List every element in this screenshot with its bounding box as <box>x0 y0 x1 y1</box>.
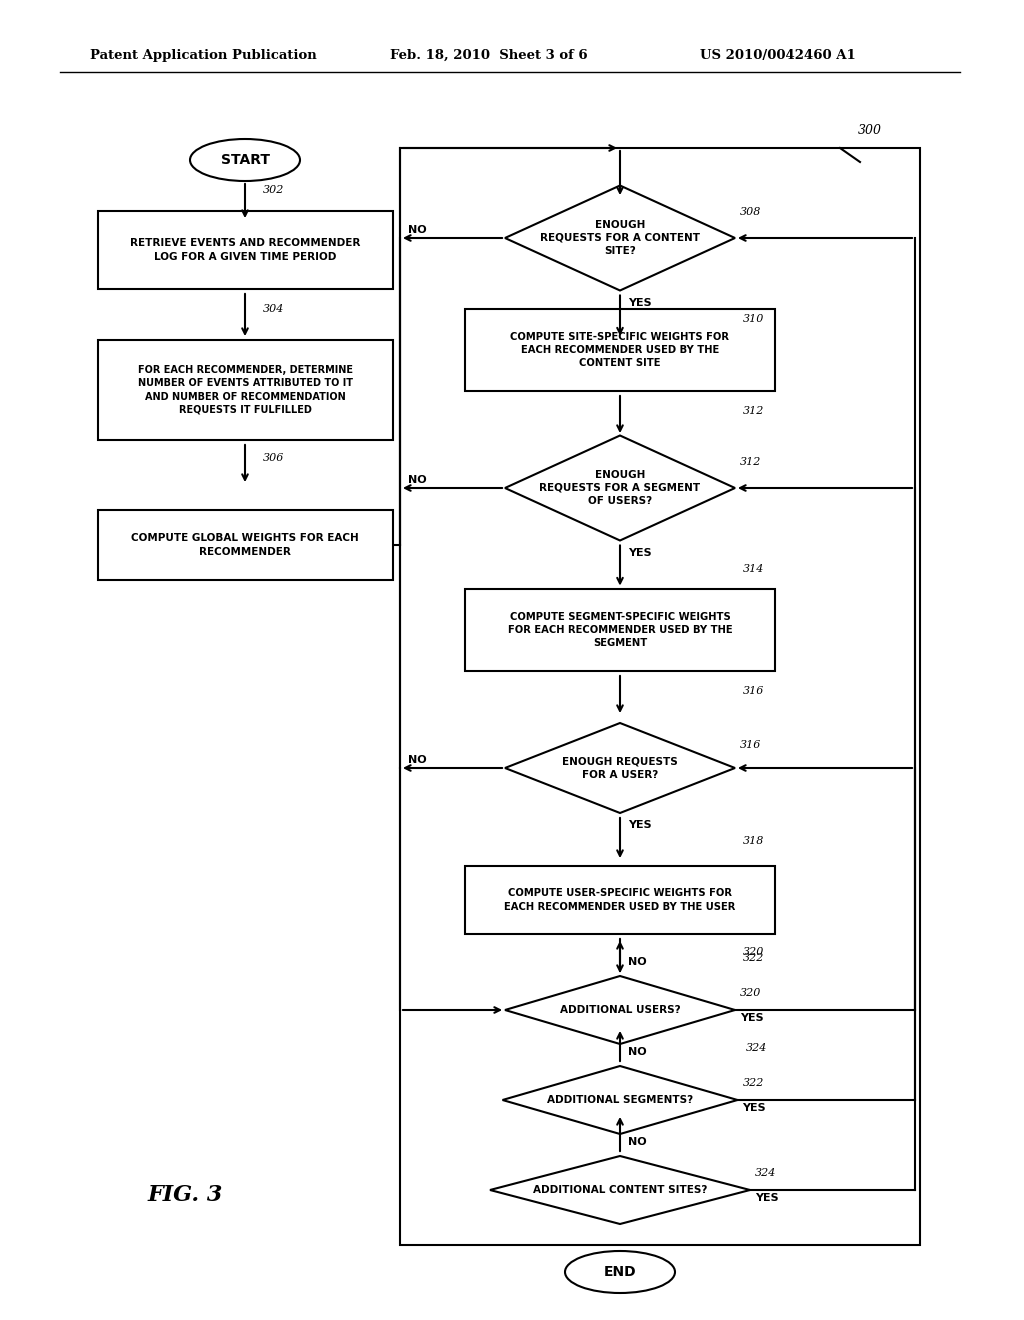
Text: 312: 312 <box>740 457 762 467</box>
Text: YES: YES <box>740 1012 764 1023</box>
Text: COMPUTE SEGMENT-SPECIFIC WEIGHTS
FOR EACH RECOMMENDER USED BY THE
SEGMENT: COMPUTE SEGMENT-SPECIFIC WEIGHTS FOR EAC… <box>508 611 732 648</box>
Text: 320: 320 <box>740 987 762 998</box>
Text: NO: NO <box>628 1137 646 1147</box>
Text: 318: 318 <box>743 836 764 846</box>
Text: ADDITIONAL CONTENT SITES?: ADDITIONAL CONTENT SITES? <box>532 1185 708 1195</box>
Text: START: START <box>220 153 269 168</box>
Text: 316: 316 <box>740 741 762 751</box>
Text: ADDITIONAL SEGMENTS?: ADDITIONAL SEGMENTS? <box>547 1096 693 1105</box>
Text: YES: YES <box>742 1104 766 1113</box>
Text: 320: 320 <box>743 946 764 957</box>
Bar <box>400 148 920 1245</box>
Text: 324: 324 <box>755 1168 776 1177</box>
Text: 308: 308 <box>740 207 762 216</box>
Polygon shape <box>505 186 735 290</box>
Bar <box>465 589 775 671</box>
Text: ADDITIONAL USERS?: ADDITIONAL USERS? <box>560 1005 680 1015</box>
Text: NO: NO <box>628 1047 646 1057</box>
Text: 304: 304 <box>263 304 285 314</box>
Text: 316: 316 <box>743 686 764 696</box>
Text: COMPUTE USER-SPECIFIC WEIGHTS FOR
EACH RECOMMENDER USED BY THE USER: COMPUTE USER-SPECIFIC WEIGHTS FOR EACH R… <box>504 888 735 912</box>
Text: FOR EACH RECOMMENDER, DETERMINE
NUMBER OF EVENTS ATTRIBUTED TO IT
AND NUMBER OF : FOR EACH RECOMMENDER, DETERMINE NUMBER O… <box>137 366 352 414</box>
Ellipse shape <box>190 139 300 181</box>
Bar <box>465 309 775 391</box>
Bar <box>465 866 775 935</box>
Text: YES: YES <box>755 1193 778 1203</box>
Text: RETRIEVE EVENTS AND RECOMMENDER
LOG FOR A GIVEN TIME PERIOD: RETRIEVE EVENTS AND RECOMMENDER LOG FOR … <box>130 239 360 261</box>
Polygon shape <box>490 1156 750 1224</box>
Text: NO: NO <box>408 755 427 766</box>
Text: 314: 314 <box>743 564 764 573</box>
Text: COMPUTE SITE-SPECIFIC WEIGHTS FOR
EACH RECOMMENDER USED BY THE
CONTENT SITE: COMPUTE SITE-SPECIFIC WEIGHTS FOR EACH R… <box>511 331 729 368</box>
Text: NO: NO <box>408 224 427 235</box>
Text: 300: 300 <box>858 124 882 136</box>
Bar <box>97 211 392 289</box>
Text: YES: YES <box>628 297 651 308</box>
Text: FIG. 3: FIG. 3 <box>147 1184 222 1206</box>
Text: Feb. 18, 2010  Sheet 3 of 6: Feb. 18, 2010 Sheet 3 of 6 <box>390 49 588 62</box>
Text: YES: YES <box>628 820 651 830</box>
Polygon shape <box>503 1067 737 1134</box>
Text: Patent Application Publication: Patent Application Publication <box>90 49 316 62</box>
Text: YES: YES <box>628 548 651 557</box>
Bar <box>97 341 392 440</box>
Text: ENOUGH REQUESTS
FOR A USER?: ENOUGH REQUESTS FOR A USER? <box>562 756 678 780</box>
Text: 322: 322 <box>743 953 764 964</box>
Text: 324: 324 <box>745 1043 767 1053</box>
Text: US 2010/0042460 A1: US 2010/0042460 A1 <box>700 49 856 62</box>
Text: 302: 302 <box>263 185 285 195</box>
Text: 322: 322 <box>742 1078 764 1088</box>
Text: 310: 310 <box>743 314 764 323</box>
Text: ENOUGH
REQUESTS FOR A CONTENT
SITE?: ENOUGH REQUESTS FOR A CONTENT SITE? <box>540 220 700 256</box>
Text: 312: 312 <box>743 407 764 416</box>
Text: NO: NO <box>628 957 646 968</box>
Polygon shape <box>505 975 735 1044</box>
Text: END: END <box>604 1265 636 1279</box>
Text: ENOUGH
REQUESTS FOR A SEGMENT
OF USERS?: ENOUGH REQUESTS FOR A SEGMENT OF USERS? <box>540 470 700 506</box>
Polygon shape <box>505 436 735 540</box>
Text: 306: 306 <box>263 453 285 463</box>
Text: COMPUTE GLOBAL WEIGHTS FOR EACH
RECOMMENDER: COMPUTE GLOBAL WEIGHTS FOR EACH RECOMMEN… <box>131 533 358 557</box>
Bar <box>97 510 392 579</box>
Polygon shape <box>505 723 735 813</box>
Ellipse shape <box>565 1251 675 1294</box>
Text: NO: NO <box>408 475 427 484</box>
